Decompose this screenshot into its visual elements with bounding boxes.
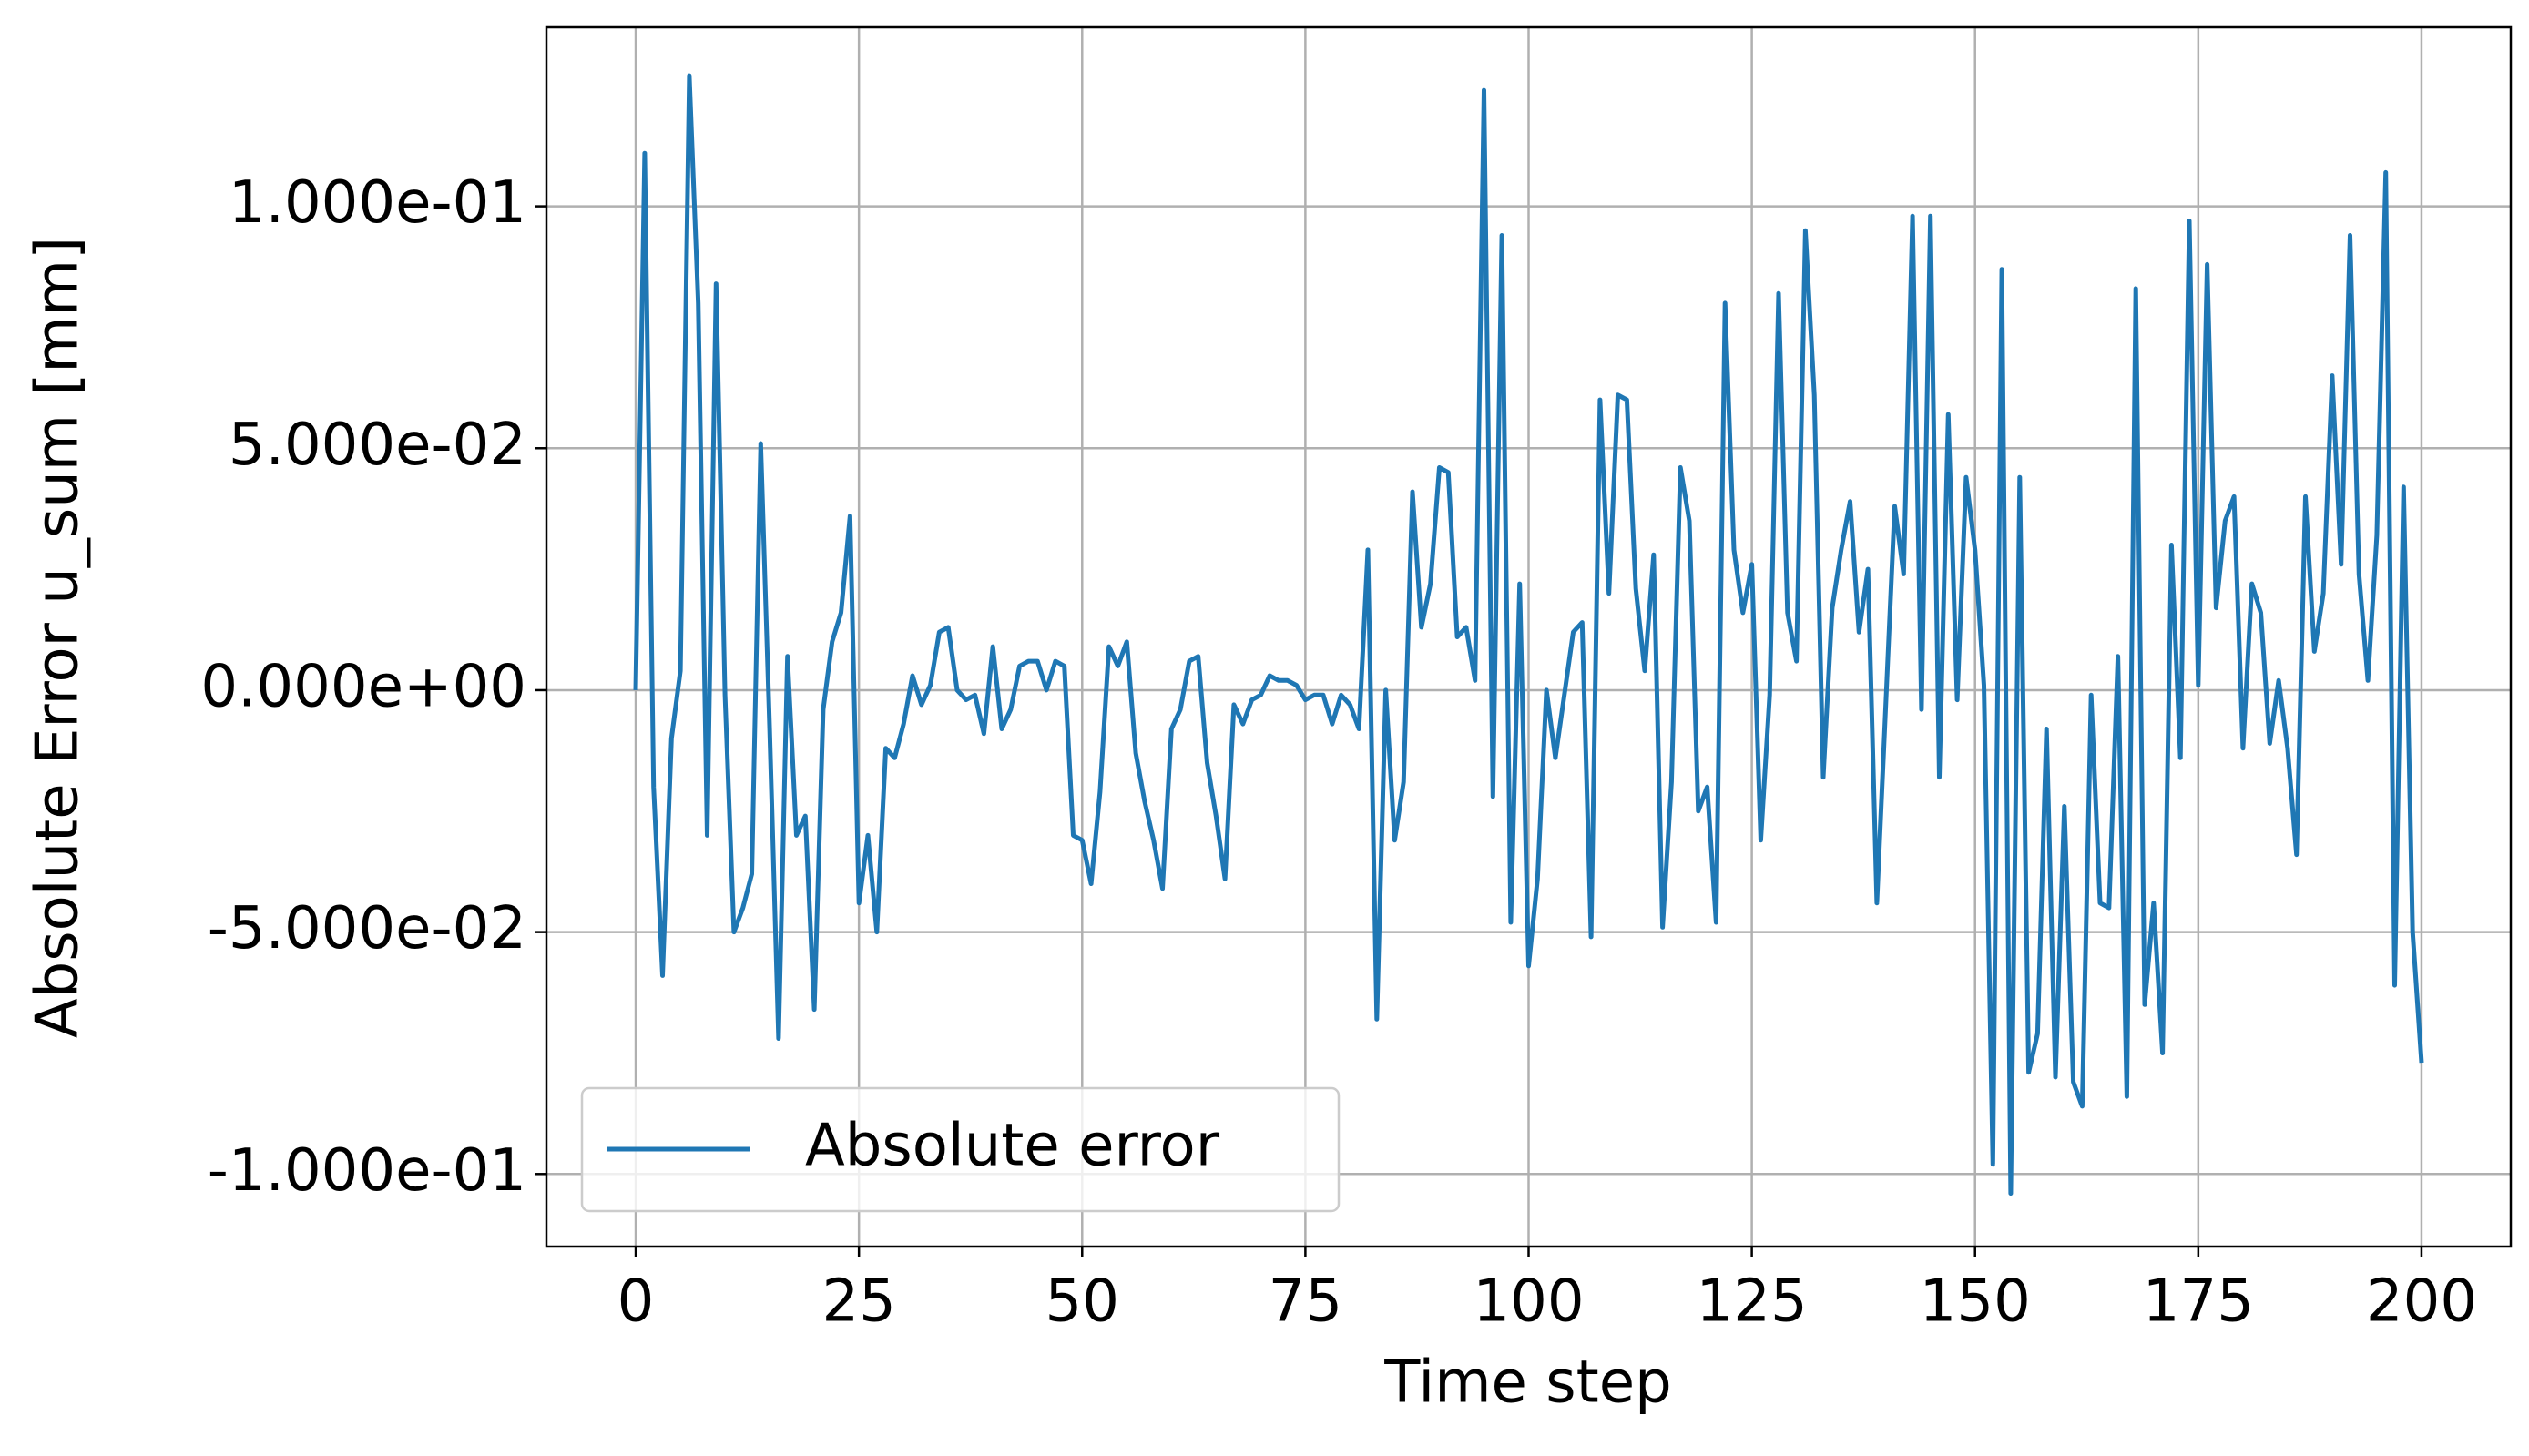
x-tick-label: 200 bbox=[2366, 1268, 2477, 1336]
x-axis-label: Time step bbox=[1383, 1349, 1671, 1417]
data-line bbox=[633, 73, 2424, 1196]
y-tick-label: 5.000e-02 bbox=[229, 412, 526, 479]
legend-box bbox=[580, 1086, 1341, 1213]
x-tick-label: 25 bbox=[821, 1268, 895, 1336]
plot-frame bbox=[545, 25, 2513, 1248]
legend-label: Absolute error bbox=[805, 1113, 1220, 1180]
x-tick-label: 0 bbox=[617, 1268, 655, 1336]
y-tick-label: 0.000e+00 bbox=[200, 654, 526, 721]
x-tick-label: 125 bbox=[1697, 1268, 1808, 1336]
y-tick-label: -1.000e-01 bbox=[208, 1137, 526, 1205]
x-tick-label: 150 bbox=[1920, 1268, 2031, 1336]
x-tick-label: 100 bbox=[1473, 1268, 1584, 1336]
y-axis-label: Absolute Error u_sum [mm] bbox=[25, 237, 92, 1038]
y-tick-label: 1.000e-01 bbox=[229, 169, 526, 237]
x-tick-label: 50 bbox=[1045, 1268, 1119, 1336]
x-tick-label: 75 bbox=[1269, 1268, 1342, 1336]
x-tick-label: 175 bbox=[2143, 1268, 2254, 1336]
y-tick-label: -5.000e-02 bbox=[208, 895, 526, 962]
